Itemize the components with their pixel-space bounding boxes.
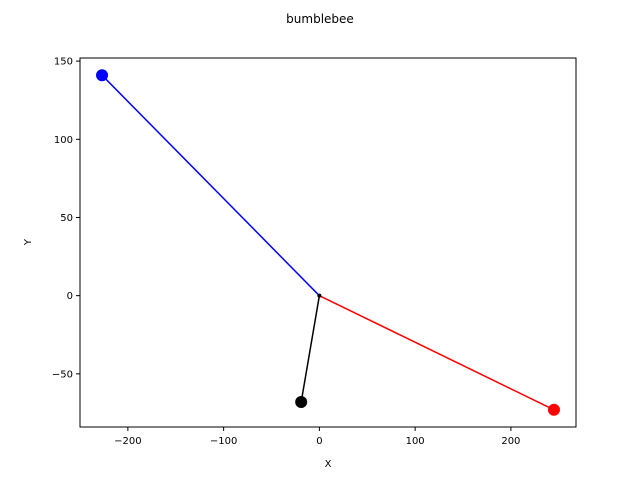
series-line-2 [319, 294, 555, 411]
y-axis-label: Y [23, 238, 34, 246]
y-tick-label: −50 [52, 369, 73, 380]
plot-frame [79, 57, 577, 428]
x-axis-ticks: −200 −100 0 100 200 [114, 427, 520, 447]
series-line-3 [300, 295, 321, 403]
origin-marker [317, 293, 322, 298]
series-line-1 [101, 74, 320, 297]
y-axis-ticks: −50 0 50 100 150 [52, 57, 80, 380]
x-tick-label: 100 [406, 436, 425, 447]
y-tick-label: 150 [54, 57, 73, 68]
x-tick-label: −100 [210, 436, 237, 447]
x-tick-label: 200 [501, 436, 520, 447]
x-axis-label: X [325, 459, 332, 470]
series-end-marker-3 [295, 395, 308, 408]
x-tick-label: −200 [114, 436, 141, 447]
plot-area [80, 58, 576, 427]
marker-layer [96, 69, 560, 416]
y-tick-label: 0 [67, 291, 73, 302]
series-layer [101, 74, 555, 411]
chart-title: bumblebee [286, 12, 354, 26]
series-end-marker-1 [96, 69, 109, 82]
y-tick-label: 100 [54, 135, 73, 146]
y-tick-label: 50 [60, 213, 73, 224]
x-tick-label: 0 [316, 436, 322, 447]
series-end-marker-2 [547, 403, 560, 416]
